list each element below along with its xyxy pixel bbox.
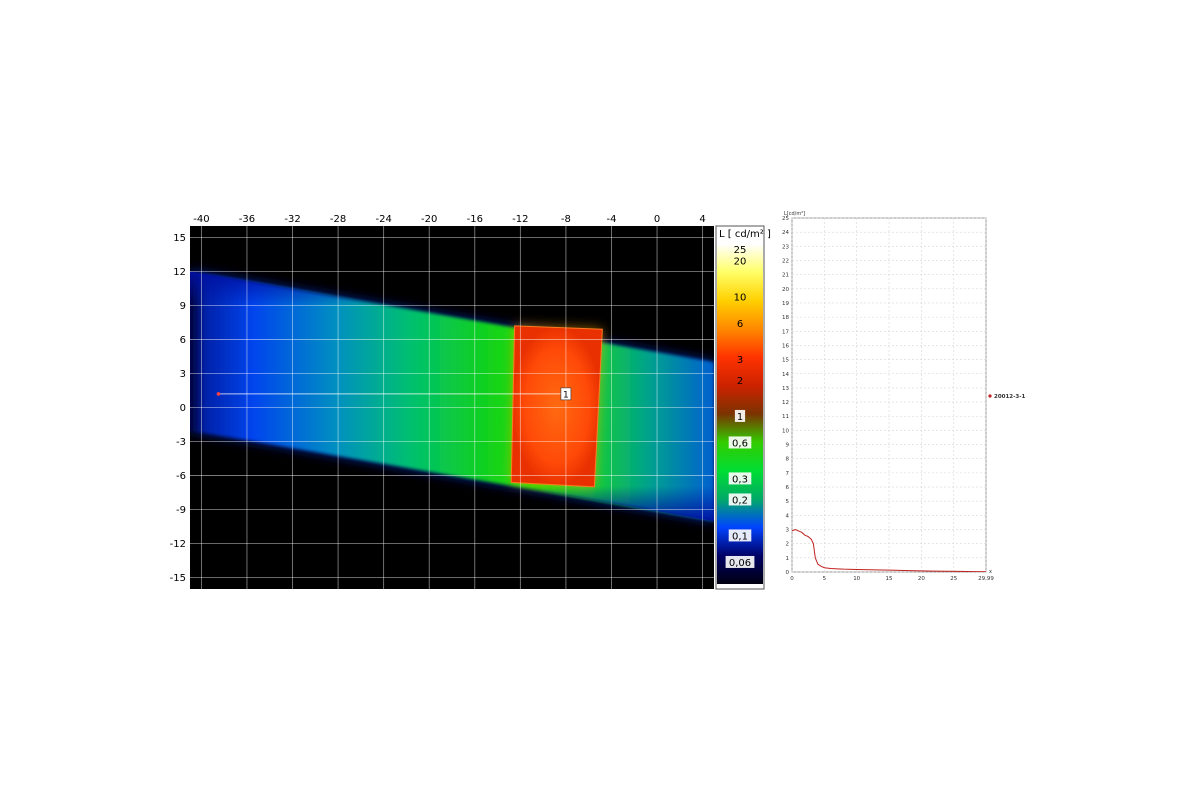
line-chart-y-tick: 15 [782,358,789,364]
line-chart-y-tick: 17 [782,329,789,335]
line-chart-x-tick: 15 [886,576,893,582]
heatmap-y-tick-labels: 15 12 9 6 3 0 -3 -6 -9 -12 -15 [170,233,186,584]
luminance-profile-chart: 0123456789101112131415161718192021222324… [782,211,1026,582]
line-chart-grid [791,217,987,573]
colorbar-label: 25 [734,245,747,256]
heatmap-x-tick: -8 [561,214,571,225]
line-chart-series-path [792,528,986,572]
line-chart-x-tick: 20 [918,576,925,582]
line-chart-legend: 20012-3-1 [988,394,1026,400]
heatmap-y-tick: -12 [170,539,186,550]
line-chart-series [792,528,986,572]
colorbar-label-box [728,472,752,485]
bright-region [510,325,603,488]
heatmap-y-tick: 3 [180,369,186,380]
colorbar-label: 6 [737,319,743,330]
line-chart-y-tick: 12 [782,400,789,406]
measurement-line-label: 1 [563,390,569,400]
line-chart-y-tick: 23 [782,244,789,250]
legend-marker [988,394,992,398]
line-chart-y-tick: 14 [782,372,789,378]
heatmap-x-tick: -36 [239,214,255,225]
line-chart-x-tick: 25 [950,576,957,582]
colorbar-label: 0,3 [732,474,748,485]
heatmap-y-tick: 6 [180,335,186,346]
line-chart-x-tick: 5 [823,576,827,582]
line-chart-y-tick: 16 [782,343,789,349]
heatmap-y-tick: -6 [176,471,186,482]
heatmap-x-tick: -28 [330,214,346,225]
heatmap-y-tick: 12 [173,267,186,278]
measurement-start-marker [216,392,221,396]
heatmap-y-tick: 15 [173,233,186,244]
colorbar-label: 3 [737,355,743,366]
line-chart-y-tick: 21 [782,273,789,279]
line-chart-x-axis-label: x [989,569,992,575]
heatmap-x-tick: -40 [193,214,209,225]
line-chart-y-tick: 11 [782,414,789,420]
line-chart-y-axis-label: L[cd/m²] [784,211,805,217]
colorbar-label: 0,06 [729,558,751,569]
line-chart-y-tick: 2 [786,542,790,548]
heatmap-y-tick: -15 [170,573,186,584]
line-chart-y-tick: 8 [786,457,790,463]
legend-entry: 20012-3-1 [994,394,1026,400]
line-chart-y-tick: 9 [786,443,790,449]
line-chart-y-tick: 20 [782,287,789,293]
line-chart-y-tick: 18 [782,315,789,321]
line-chart-y-tick: 13 [782,386,789,392]
heatmap-x-tick: -24 [375,214,391,225]
line-chart-y-tick: 7 [786,471,790,477]
heatmap-grid [190,226,714,589]
colorbar-label-box [734,409,746,422]
measurement-line [216,387,572,401]
heatmap-x-tick: -32 [284,214,300,225]
colorbar-label-box [728,529,752,542]
line-chart-y-tick: 24 [782,230,789,236]
bright-region-fill [510,325,603,488]
line-chart-y-tick: 6 [786,485,790,491]
luminance-heatmap: -40 -36 -32 -28 -24 -20 -16 -12 -8 -4 0 4 15129630-… [170,214,714,589]
line-chart-x-tick: 29,99 [978,576,994,582]
line-chart-y-tick: 25 [782,216,789,222]
heatmap-y-tick: 9 [180,301,186,312]
colorbar-label-box [728,436,752,449]
line-chart-y-tick: 3 [786,528,790,534]
line-chart-x-tick: 10 [853,576,860,582]
colorbar-label-box [725,555,755,568]
colorbar-label: 2 [737,376,743,387]
line-chart-y-tick: 19 [782,301,789,307]
colorbar-title: L [ cd/m² ] [719,229,771,240]
heatmap-x-tick: 4 [699,214,705,225]
heatmap-x-tick: -4 [606,214,616,225]
colorbar-label: 20 [734,256,747,267]
colorbar-label-box [728,493,752,506]
colorbar-label: 0,6 [732,438,748,449]
heatmap-x-tick: -20 [421,214,437,225]
colorbar-label: 0,2 [732,495,748,506]
heatmap-x-tick: 0 [654,214,660,225]
line-chart-y-tick: 10 [782,428,789,434]
line-chart-y-tick: 5 [786,499,790,505]
heatmap-y-tick: 0 [180,403,186,414]
heatmap-x-tick-labels: -40 -36 -32 -28 -24 -20 -16 -12 -8 -4 0 4 [193,214,706,225]
heatmap-x-tick: -12 [512,214,528,225]
line-chart-y-tick: 22 [782,258,789,264]
colorbar-label: 10 [734,292,747,303]
line-chart-x-tick-labels: 0 5 10 15 20 25 29,99 [790,576,994,582]
colorbar-label: 1 [737,412,743,423]
line-chart-y-tick: 4 [786,513,790,519]
line-chart-x-tick: 0 [790,576,794,582]
measurement-label-box [560,387,572,401]
line-chart-y-tick: 0 [786,570,790,576]
line-chart-y-tick: 1 [786,556,790,562]
heatmap-y-tick: -9 [176,505,186,516]
heatmap-y-tick: -3 [176,437,186,448]
colorbar-label: 0,1 [732,531,748,542]
heatmap-x-tick: -16 [467,214,483,225]
line-chart-y-tick-labels: 0123456789101112131415161718192021222324… [782,216,790,576]
